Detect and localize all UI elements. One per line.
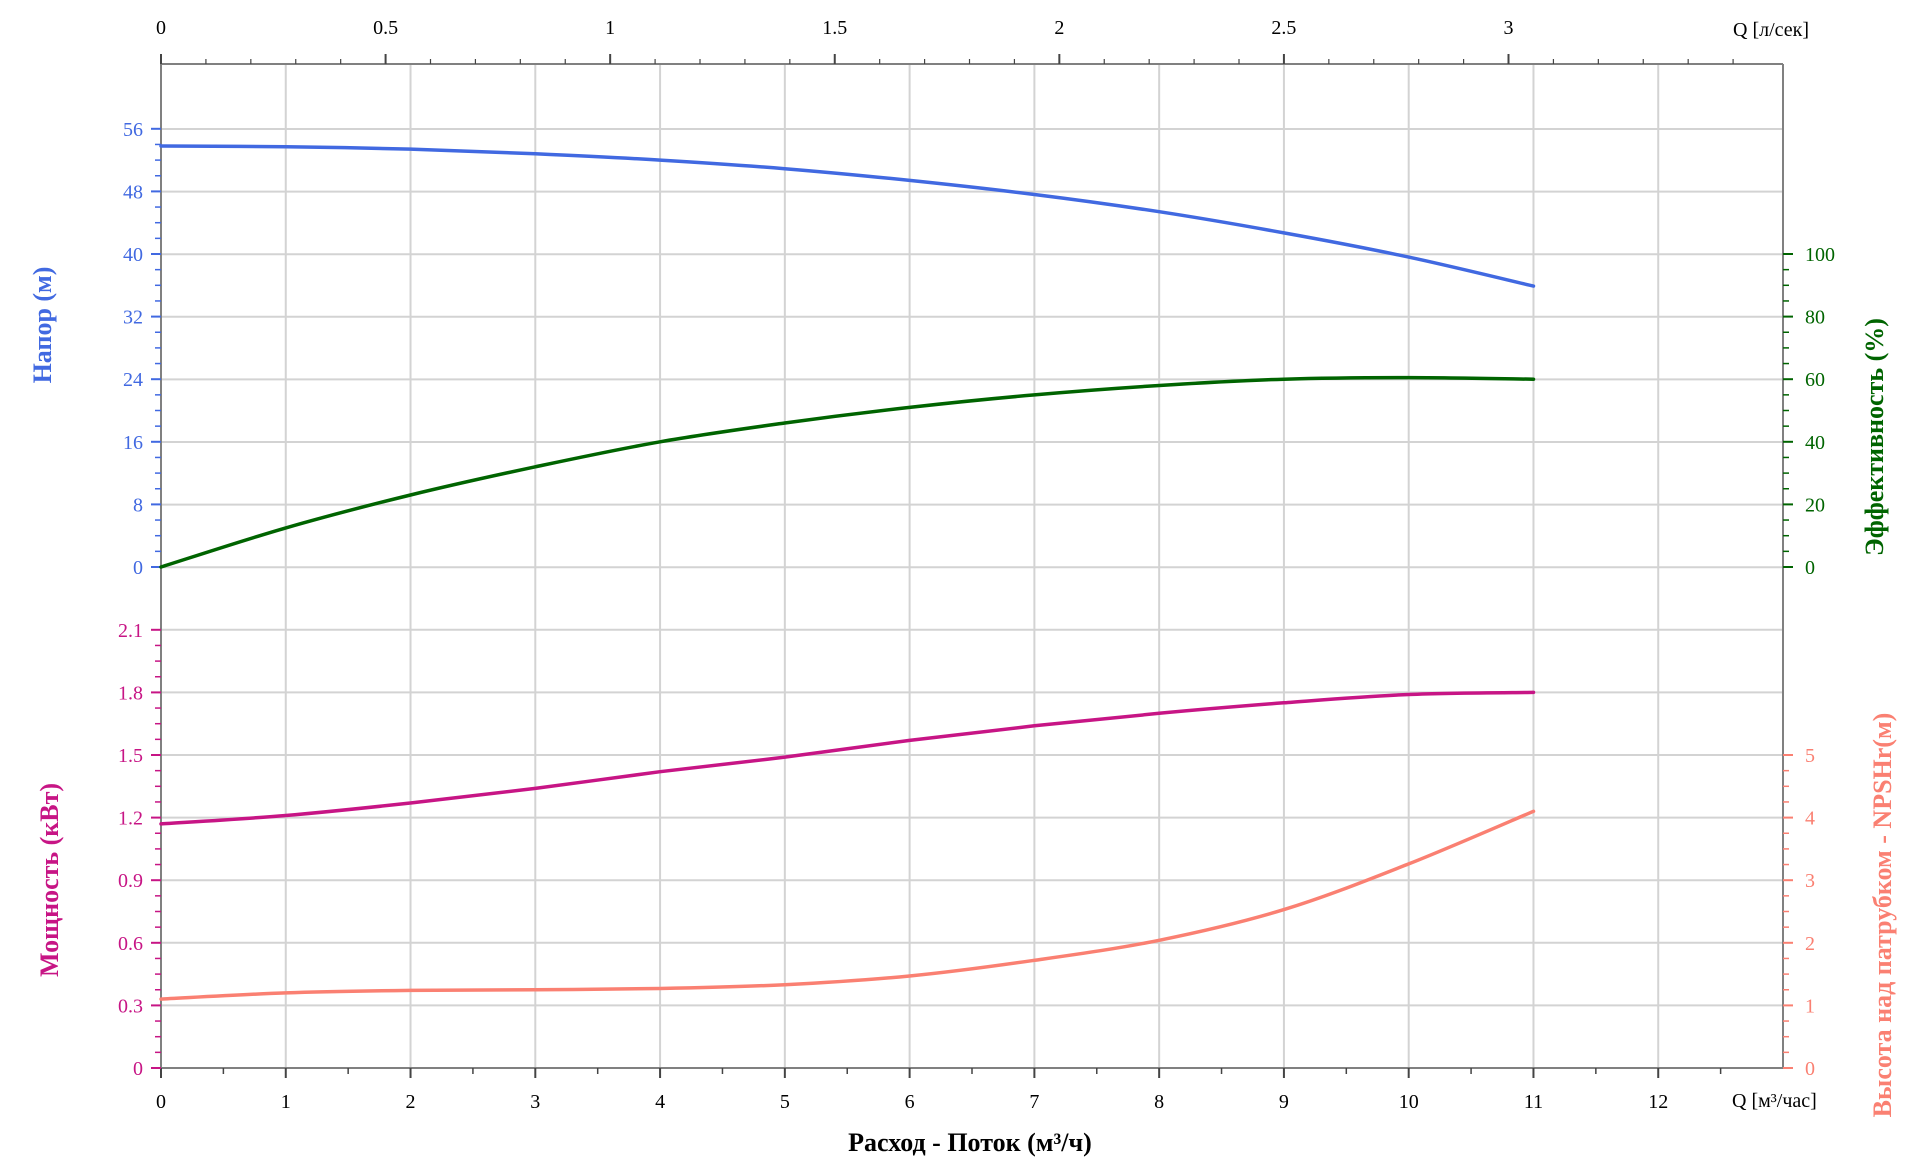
npsh-tick-label: 5	[1805, 745, 1815, 767]
efficiency-tick-label: 80	[1805, 307, 1825, 329]
npsh-tick-label: 4	[1805, 808, 1815, 830]
head-tick-label: 56	[123, 119, 143, 141]
efficiency-tick-label: 60	[1805, 369, 1825, 391]
npsh-tick-label: 1	[1805, 995, 1815, 1017]
efficiency-tick-label: 40	[1805, 432, 1825, 454]
npsh-axis-title: Высота над патрубком - NPSHr(м)	[1868, 713, 1897, 1118]
npsh-tick-label: 0	[1805, 1058, 1815, 1080]
x-tick-label: 5	[780, 1091, 790, 1113]
power-tick-label: 1.8	[118, 682, 143, 704]
head-axis-title: Напор (м)	[28, 267, 57, 384]
power-axis-title: Мощность (кВт)	[35, 783, 64, 977]
x-top-tick-label: 2.5	[1271, 17, 1296, 39]
x-tick-label: 11	[1524, 1091, 1543, 1113]
power-tick-label: 0	[133, 1058, 143, 1080]
x-top-tick-label: 0.5	[373, 17, 398, 39]
x-tick-label: 1	[281, 1091, 291, 1113]
power-tick-label: 1.5	[118, 745, 143, 767]
head-tick-label: 8	[133, 494, 143, 516]
x-tick-label: 10	[1399, 1091, 1419, 1113]
x-axis-title: Расход - Поток (м³/ч)	[848, 1128, 1092, 1157]
efficiency-tick-label: 100	[1805, 244, 1835, 266]
x-tick-label: 7	[1029, 1091, 1039, 1113]
x-tick-label: 8	[1154, 1091, 1164, 1113]
x-top-tick-label: 3	[1504, 17, 1514, 39]
x-top-tick-label: 2	[1054, 17, 1064, 39]
power-tick-label: 2.1	[118, 620, 143, 642]
grid	[160, 64, 1784, 1069]
head-tick-label: 40	[123, 244, 143, 266]
x-top-tick-label: 1.5	[822, 17, 847, 39]
npsh-tick-label: 2	[1805, 933, 1815, 955]
curves	[159, 144, 1536, 1001]
head-tick-label: 0	[133, 557, 143, 579]
x-tick-label: 2	[406, 1091, 416, 1113]
x-tick-label: 12	[1648, 1091, 1668, 1113]
power-tick-label: 0.6	[118, 933, 143, 955]
power-tick-label: 0.9	[118, 870, 143, 892]
npsh-tick-label: 3	[1805, 870, 1815, 892]
head-tick-label: 16	[123, 432, 143, 454]
x-tick-label: 0	[156, 1091, 166, 1113]
x-tick-label: 9	[1279, 1091, 1289, 1113]
npsh-curve	[159, 809, 1536, 1001]
efficiency-curve	[159, 375, 1536, 569]
efficiency-tick-label: 20	[1805, 494, 1825, 516]
x-unit-label: Q [м³/час]	[1732, 1090, 1817, 1112]
tick-labels: 0 1 2 3 4 5 6 7 8 9 10 11 120 0.5 1 1.5 2 2.5 308162432404…	[118, 17, 1835, 1113]
x-top-unit-label: Q [л/сек]	[1733, 19, 1809, 41]
axes	[151, 54, 1793, 1078]
head-curve	[159, 144, 1536, 288]
efficiency-axis-title: Эффективность (%)	[1860, 318, 1889, 556]
power-tick-label: 1.2	[118, 808, 143, 830]
power-tick-label: 0.3	[118, 995, 143, 1017]
x-top-tick-label: 0	[156, 17, 166, 39]
power-curve	[159, 690, 1536, 826]
x-tick-label: 6	[905, 1091, 915, 1113]
head-tick-label: 32	[123, 307, 143, 329]
x-tick-label: 3	[530, 1091, 540, 1113]
x-top-tick-label: 1	[605, 17, 615, 39]
x-tick-label: 4	[655, 1091, 665, 1113]
head-tick-label: 48	[123, 181, 143, 203]
head-tick-label: 24	[123, 369, 143, 391]
efficiency-tick-label: 0	[1805, 557, 1815, 579]
